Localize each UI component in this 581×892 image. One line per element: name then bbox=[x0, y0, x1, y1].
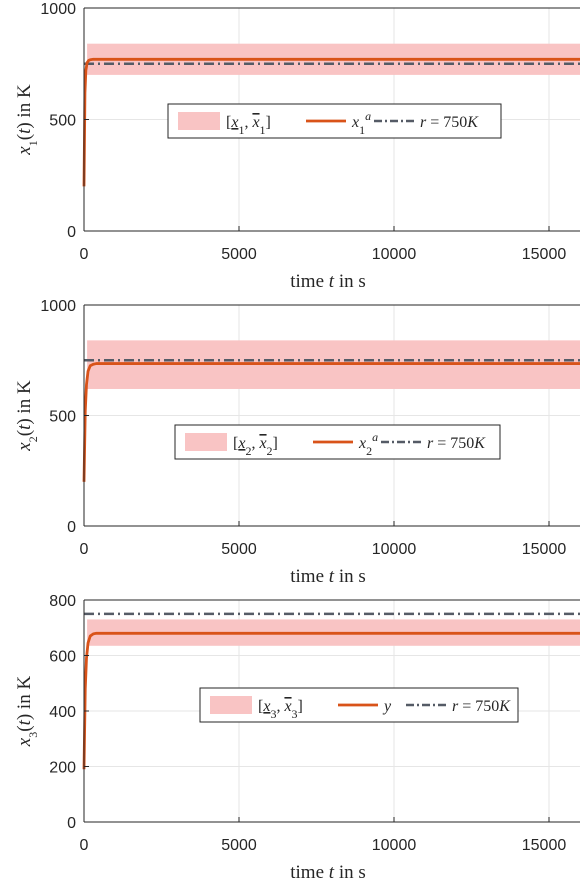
y-tick-label: 400 bbox=[49, 704, 76, 721]
chart-legend: [x3, x3] y r = 750K bbox=[199, 687, 519, 723]
y-tick-label: 0 bbox=[67, 224, 76, 241]
y-axis-label: x2(t) in K bbox=[14, 380, 40, 452]
legend-label-band: [x2, x2] bbox=[233, 435, 278, 458]
y-tick-label: 1000 bbox=[40, 298, 76, 315]
y-tick-label: 200 bbox=[49, 760, 76, 777]
y-tick-label: 500 bbox=[49, 409, 76, 426]
y-tick-label: 0 bbox=[67, 815, 76, 832]
x-tick-label: 0 bbox=[80, 837, 89, 854]
chart-panel-3: 0 5000 10000 15000 0 200 400 600 800 time t in s x… bbox=[14, 593, 580, 883]
y-tick-label: 800 bbox=[49, 593, 76, 610]
y-axis-label: x3(t) in K bbox=[14, 676, 40, 748]
legend-label-band: [x1, x1] bbox=[226, 114, 271, 137]
state-trajectory-line bbox=[82, 362, 580, 482]
x-tick-label: 0 bbox=[80, 246, 89, 263]
legend-band-swatch bbox=[210, 696, 252, 714]
x-axis-label: time t in s bbox=[290, 271, 366, 292]
x-tick-label: 5000 bbox=[221, 246, 257, 263]
legend-label-reference: r = 750K bbox=[427, 435, 486, 452]
y-tick-label: 500 bbox=[49, 113, 76, 130]
legend-label-reference: r = 750K bbox=[420, 114, 479, 131]
chart-legend: [x2, x2] x2a r = 750K bbox=[174, 424, 501, 460]
y-tick-label: 0 bbox=[67, 519, 76, 536]
chart-legend: [x1, x1] x1a r = 750K bbox=[167, 103, 502, 139]
x-tick-label: 10000 bbox=[372, 246, 417, 263]
x-tick-label: 5000 bbox=[221, 837, 257, 854]
y-axis-label: x1(t) in K bbox=[14, 84, 40, 156]
x-tick-label: 15000 bbox=[522, 541, 567, 558]
x-tick-label: 0 bbox=[80, 541, 89, 558]
legend-label-reference: r = 750K bbox=[452, 698, 511, 715]
y-tick-label: 1000 bbox=[40, 1, 76, 18]
legend-label-state: x2a bbox=[358, 430, 378, 458]
x-axis-label: time t in s bbox=[290, 566, 366, 587]
legend-label-state: y bbox=[382, 698, 392, 715]
x-tick-label: 5000 bbox=[221, 541, 257, 558]
chart-panel-2: 0 5000 10000 15000 0 500 1000 time t in s x2(t) … bbox=[14, 298, 580, 587]
y-tick-label: 600 bbox=[49, 649, 76, 666]
legend-label-band: [x3, x3] bbox=[258, 698, 303, 721]
x-tick-label: 10000 bbox=[372, 541, 417, 558]
x-tick-label: 15000 bbox=[522, 246, 567, 263]
x-axis-label: time t in s bbox=[290, 862, 366, 883]
state-trajectory-line bbox=[82, 631, 580, 770]
legend-label-state: x1a bbox=[351, 109, 371, 137]
legend-band-swatch bbox=[185, 433, 227, 451]
x-tick-label: 15000 bbox=[522, 837, 567, 854]
state-trajectory-line bbox=[82, 57, 580, 187]
x-tick-label: 10000 bbox=[372, 837, 417, 854]
chart-panel-1: 0 5000 10000 15000 0 500 1000 time t in s x1(t) … bbox=[14, 1, 580, 292]
legend-band-swatch bbox=[178, 112, 220, 130]
